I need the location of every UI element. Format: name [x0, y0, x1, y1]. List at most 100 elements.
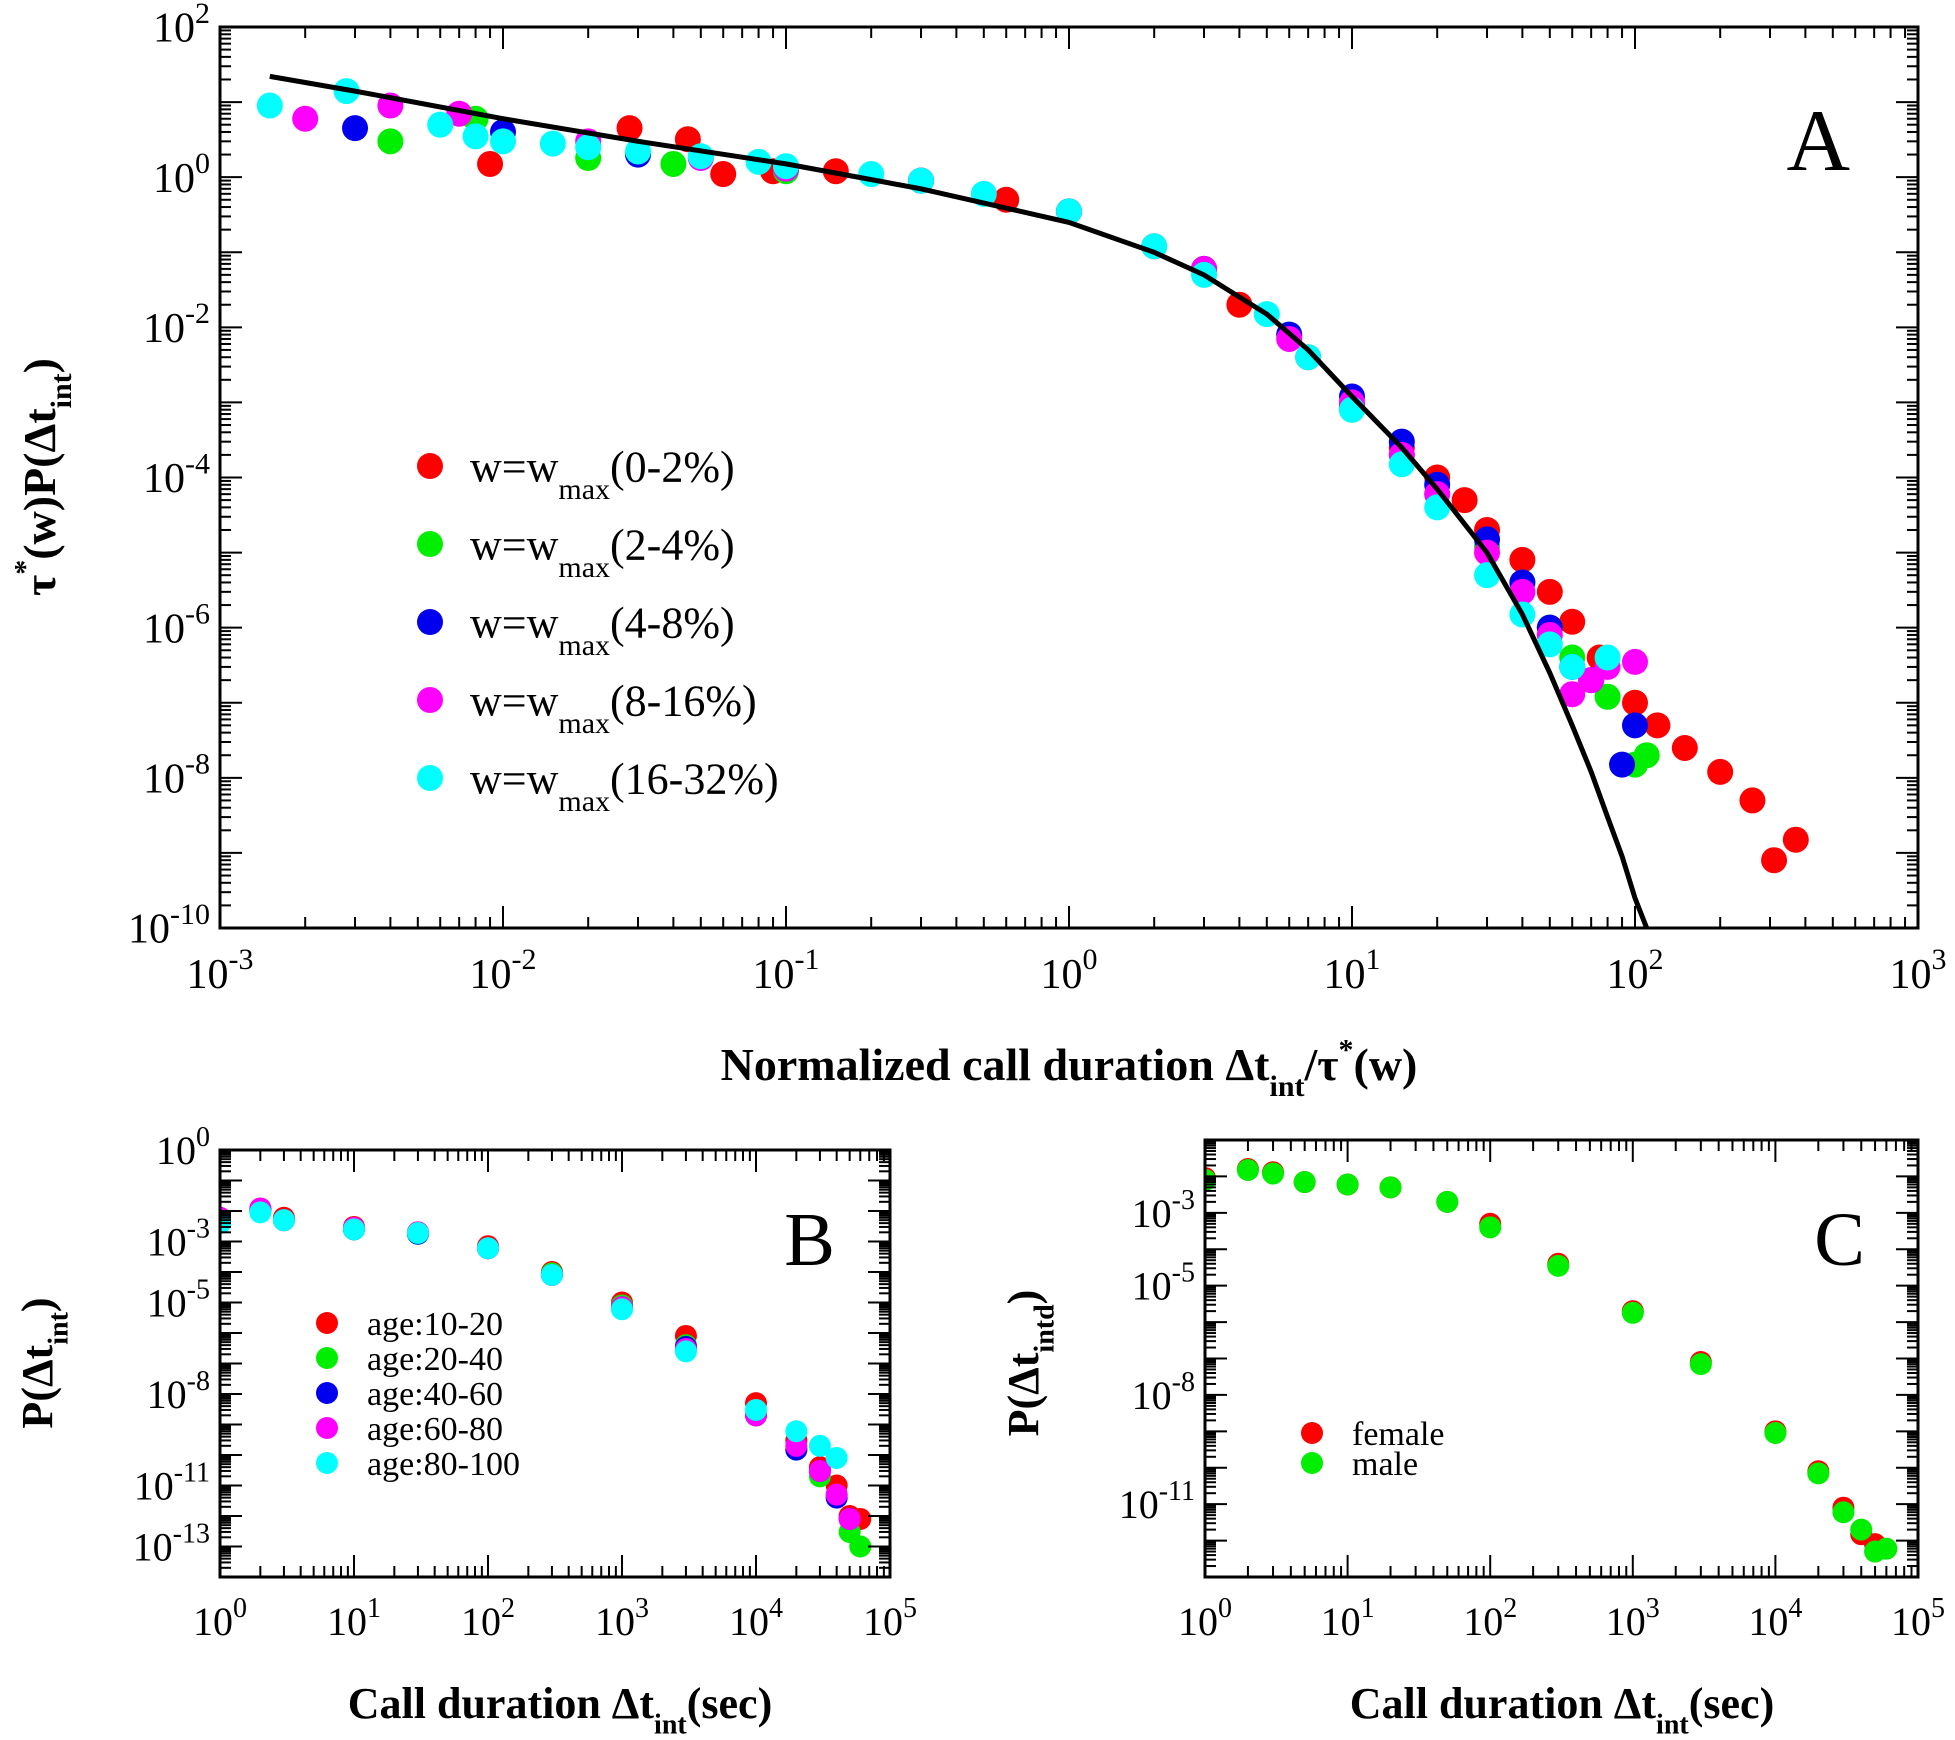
y-tick-label: 10-8: [1132, 1367, 1195, 1418]
y-tick-label: 10-5: [147, 1275, 210, 1326]
data-point: [785, 1420, 808, 1443]
panel-label: A: [1786, 93, 1850, 190]
plot-area: [256, 73, 1809, 928]
x-axis-title: Call duration Δtint(sec): [348, 1679, 772, 1740]
data-point: [1262, 1162, 1285, 1185]
data-point: [462, 123, 489, 150]
data-point: [1276, 325, 1303, 352]
x-tick-label: 105: [1891, 1593, 1945, 1644]
data-point: [1293, 1171, 1316, 1194]
data-point: [377, 128, 404, 155]
data-point: [1594, 683, 1621, 710]
data-point: [539, 130, 566, 157]
y-tick-label: 100: [153, 147, 210, 202]
legend-label: age:80-100: [367, 1446, 520, 1483]
data-point: [1850, 1518, 1873, 1541]
legend-marker: [417, 453, 443, 479]
data-point: [808, 1459, 831, 1482]
legend-label: male: [1352, 1446, 1418, 1483]
x-axis-title: Normalized call duration Δtint/τ*(w): [721, 1033, 1418, 1103]
plot-area: [220, 1197, 872, 1558]
data-point: [1622, 689, 1648, 716]
x-tick-label: 105: [863, 1593, 917, 1644]
data-point: [1875, 1537, 1898, 1560]
panel-label: B: [784, 1198, 835, 1282]
y-tick-label: 10-2: [143, 297, 210, 352]
x-tick-label: 103: [1606, 1593, 1660, 1644]
legend-marker: [316, 1417, 338, 1439]
data-point: [540, 1263, 563, 1286]
y-tick-label: 10-5: [1132, 1258, 1195, 1309]
series-3: [220, 1198, 861, 1530]
tick-marks: [219, 27, 1918, 929]
y-tick-label: 10-8: [147, 1366, 210, 1417]
tick-marks: [1204, 1140, 1918, 1578]
x-tick-label: 102: [461, 1593, 515, 1644]
data-point: [710, 161, 737, 188]
data-point: [1761, 847, 1788, 874]
series-1: [220, 1197, 872, 1530]
data-point: [1479, 1216, 1502, 1239]
y-tick-label: 10-11: [134, 1458, 210, 1509]
y-axis-title: P(Δtint): [13, 1297, 74, 1428]
legend: w=wmax(0-2%) w=wmax(2-4%) w=wmax(4-8%) w=wm…: [417, 442, 779, 818]
data-point: [660, 150, 687, 177]
series-1: [1205, 1157, 1887, 1556]
data-point: [1739, 787, 1766, 814]
legend-marker: [316, 1382, 338, 1404]
y-tick-label: 10-3: [147, 1214, 210, 1265]
data-point: [1782, 826, 1809, 853]
x-tick-label: 100: [193, 1593, 247, 1644]
data-point: [343, 1218, 365, 1241]
x-tick-label: 103: [1890, 943, 1947, 998]
data-point: [1707, 758, 1734, 785]
tick-marks: [219, 1150, 890, 1578]
y-tick-label: 10-13: [133, 1519, 210, 1570]
data-point: [1622, 712, 1648, 739]
data-point: [1764, 1421, 1787, 1444]
data-point: [1671, 734, 1698, 761]
data-point: [1379, 1176, 1402, 1199]
panel-c: 100 101 102 103 104 105 10-11 10-8 10-5 10-3 Cfema…: [999, 1138, 1945, 1740]
data-point: [1559, 681, 1586, 708]
data-point: [477, 1237, 499, 1260]
legend-label: w=wmax(0-2%): [470, 442, 735, 506]
legend-marker: [417, 531, 443, 557]
x-tick-label: 101: [1321, 1593, 1375, 1644]
panel-a: 10-3 10-2 10-1 100 101 102 103 10-10 10-8 10-6 10-…: [8, 0, 1946, 1103]
legend-marker: [316, 1452, 338, 1474]
data-point: [342, 115, 369, 142]
data-point: [1689, 1353, 1712, 1376]
data-point: [1436, 1190, 1459, 1213]
x-tick-label: 101: [327, 1593, 381, 1644]
data-point: [1633, 742, 1660, 769]
data-point: [1236, 1159, 1259, 1182]
x-tick-label: 10-1: [753, 943, 820, 998]
series-2: [1205, 1159, 1898, 1563]
data-point: [1609, 751, 1636, 778]
data-point: [674, 1340, 697, 1363]
data-point: [616, 115, 643, 142]
data-point: [625, 138, 652, 165]
data-point: [611, 1298, 633, 1321]
legend-marker: [316, 1312, 338, 1334]
data-point: [490, 128, 516, 155]
legend-marker: [417, 687, 443, 713]
data-point: [825, 1483, 848, 1506]
legend-label: w=wmax(16-32%): [470, 754, 779, 818]
legend-label: w=wmax(2-4%): [470, 520, 735, 584]
series-2: [377, 105, 1660, 778]
data-point: [745, 1398, 767, 1421]
legend-marker: [316, 1347, 338, 1369]
data-point: [1559, 608, 1586, 635]
x-tick-label: 102: [1607, 943, 1664, 998]
x-tick-label: 10-3: [187, 943, 254, 998]
y-tick-label: 10-8: [143, 748, 210, 803]
data-point: [272, 1209, 295, 1232]
y-tick-label: 10-10: [128, 898, 210, 953]
x-tick-label: 100: [1041, 943, 1098, 998]
legend-marker: [417, 765, 443, 791]
legend-marker: [417, 609, 443, 635]
